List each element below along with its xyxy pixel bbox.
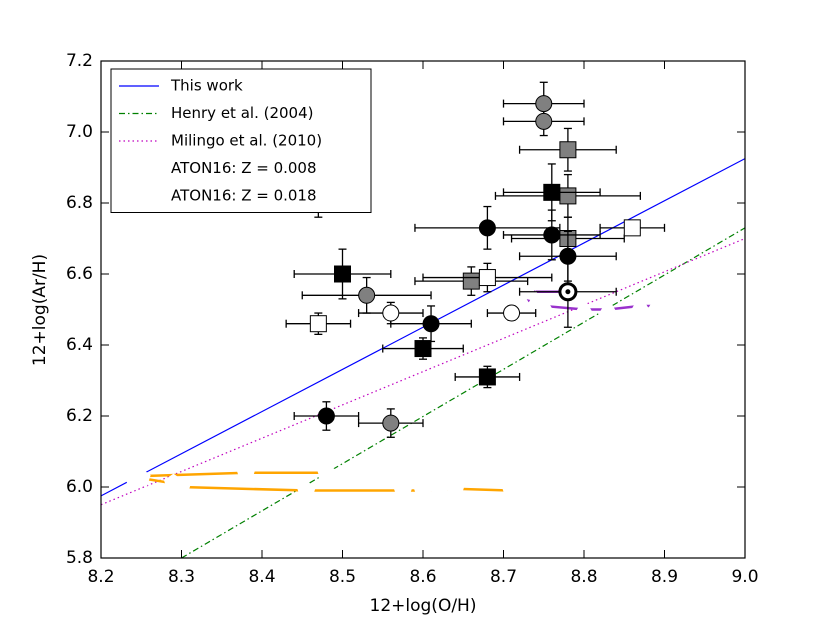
y-tick-label: 6.2 [66,406,93,426]
point [129,158,149,177]
point [422,315,440,333]
point [317,407,335,425]
point [393,480,413,499]
x-tick-label: 8.3 [168,567,195,587]
point [382,414,400,432]
plot-frame [100,60,746,559]
point [630,293,651,312]
point [172,477,191,495]
fit-line [101,158,745,497]
point [128,184,150,202]
point [559,141,577,159]
point [623,219,641,237]
point [478,368,496,386]
x-tick-label: 8.5 [329,567,356,587]
fit-line [101,237,745,506]
point [517,279,538,298]
point [597,297,619,316]
marker [478,219,496,237]
point [334,265,351,283]
x-tick-label: 8.2 [87,567,114,587]
marker [382,304,400,322]
x-tick-label: 8.6 [409,567,436,587]
point [543,183,561,201]
legend-box [110,68,372,213]
legend-label: Milingo et al. (2010) [171,132,322,150]
point [382,304,400,322]
point [478,219,496,237]
point [543,226,561,244]
y-tick-label: 6.8 [66,193,93,213]
point [535,112,553,130]
marker [558,282,578,302]
y-axis-label: 12+log(Ar/H) [30,254,50,366]
y-tick-label: 6.4 [66,335,93,355]
y-tick-label: 6.0 [66,477,93,497]
marker [503,304,521,322]
marker [543,226,561,244]
marker [535,112,553,130]
point [573,297,595,316]
plot [101,81,745,558]
x-tick-label: 8.8 [570,567,597,587]
point [478,269,496,287]
fit-line [181,227,745,558]
legend-label: ATON16: Z = 0.008 [171,159,317,177]
point [535,95,553,113]
point [131,468,151,487]
marker [358,286,376,304]
point [317,462,336,481]
x-tick-label: 8.4 [248,567,275,587]
x-tick-label: 8.9 [651,567,678,587]
point [462,272,480,290]
marker [535,95,553,113]
legend-label: This work [170,77,243,95]
point [509,286,530,305]
point [309,315,327,333]
point [533,293,555,312]
legend-label: Henry et al. (2004) [171,104,313,122]
point-dot [565,289,571,295]
point [414,340,432,358]
marker [422,315,440,333]
x-tick-label: 9.0 [731,567,758,587]
point [236,462,256,481]
point [296,480,316,499]
marker [382,414,400,432]
legend-label: ATON16: Z = 0.018 [171,187,317,205]
y-tick-label: 6.6 [66,264,93,284]
point [559,187,577,205]
point [358,286,376,304]
point [429,480,449,499]
y-tick-label: 7.0 [66,122,93,142]
x-tick-label: 8.7 [490,567,517,587]
y-tick-label: 7.2 [66,51,93,71]
x-axis-label: 12+log(O/H) [370,596,477,616]
point [503,304,521,322]
point [502,480,521,499]
point [654,294,675,312]
marker [317,407,335,425]
y-tick-label: 5.8 [66,548,93,568]
point [445,478,465,497]
point [413,480,433,499]
